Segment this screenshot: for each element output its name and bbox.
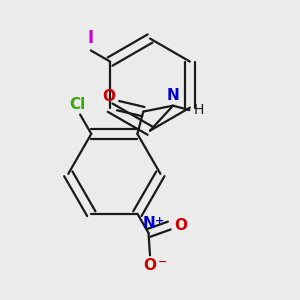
Text: Cl: Cl bbox=[69, 97, 85, 112]
Text: N: N bbox=[167, 88, 179, 103]
Text: −: − bbox=[158, 257, 167, 267]
Text: O: O bbox=[102, 89, 115, 104]
Text: I: I bbox=[88, 29, 94, 47]
Text: H: H bbox=[194, 103, 204, 117]
Text: N: N bbox=[142, 217, 155, 232]
Text: O: O bbox=[174, 218, 187, 233]
Text: O: O bbox=[143, 258, 157, 273]
Text: +: + bbox=[155, 216, 164, 226]
